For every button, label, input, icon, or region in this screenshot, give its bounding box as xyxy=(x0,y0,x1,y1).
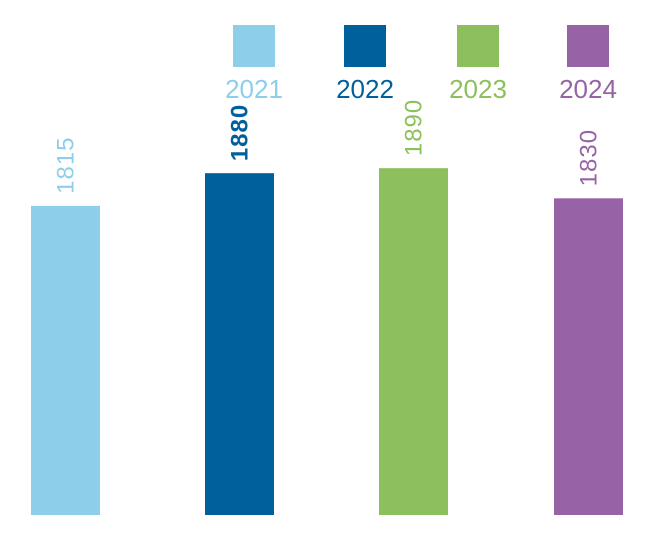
value-label-2021: 1815 xyxy=(53,136,80,193)
value-label-2022: 1880 xyxy=(227,104,254,161)
legend-swatch-2023 xyxy=(457,25,499,67)
legend-label-2021: 2021 xyxy=(225,74,283,104)
bars xyxy=(31,168,623,516)
bar-2021 xyxy=(31,205,100,516)
bar-2022 xyxy=(205,173,274,516)
bar-2024 xyxy=(554,198,623,515)
legend-swatch-2024 xyxy=(567,25,609,67)
legend-label-2023: 2023 xyxy=(449,74,507,104)
legend: 2021 2022 2023 2024 xyxy=(225,25,617,104)
legend-label-2024: 2024 xyxy=(559,74,617,104)
value-labels: 1815 1880 1890 1830 xyxy=(53,99,603,194)
legend-swatch-2021 xyxy=(233,25,275,67)
legend-swatch-2022 xyxy=(344,25,386,67)
legend-label-2022: 2022 xyxy=(336,74,394,104)
value-label-2023: 1890 xyxy=(401,99,428,156)
bar-2023 xyxy=(379,168,448,515)
value-label-2024: 1830 xyxy=(576,129,603,186)
